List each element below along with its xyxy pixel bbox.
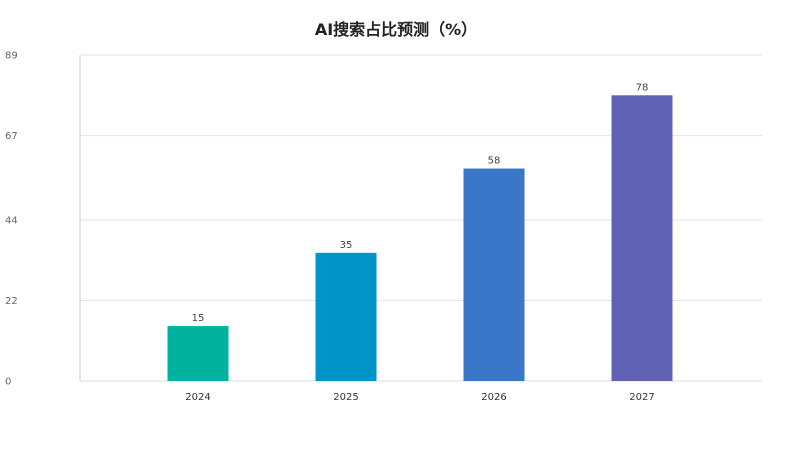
- bar-2025: [315, 252, 377, 381]
- y-axis-tick-labels: 0 22 44 67 89: [5, 51, 18, 388]
- bar-value-label: 58: [488, 156, 501, 167]
- y-tick-label: 67: [5, 131, 18, 142]
- y-tick-label: 22: [5, 296, 18, 307]
- chart-title: AI搜索占比预测（%）: [314, 20, 478, 39]
- x-tick-label: 2025: [333, 392, 358, 403]
- y-tick-label: 44: [5, 215, 18, 226]
- x-tick-label: 2027: [629, 392, 654, 403]
- x-tick-label: 2026: [481, 392, 506, 403]
- bar-value-label: 15: [192, 313, 205, 324]
- y-tick-label: 0: [5, 377, 11, 388]
- bar-value-labels: 15 35 58 78: [192, 82, 649, 324]
- bar-value-label: 35: [340, 240, 353, 251]
- x-axis-tick-labels: 2024 2025 2026 2027: [185, 392, 654, 403]
- y-tick-label: 89: [5, 51, 18, 62]
- x-tick-label: 2024: [185, 392, 210, 403]
- bar-value-label: 78: [636, 82, 649, 93]
- bar-2026: [463, 168, 525, 381]
- bar-2024: [167, 326, 229, 381]
- bar-2027: [611, 95, 673, 381]
- bars: [167, 95, 673, 381]
